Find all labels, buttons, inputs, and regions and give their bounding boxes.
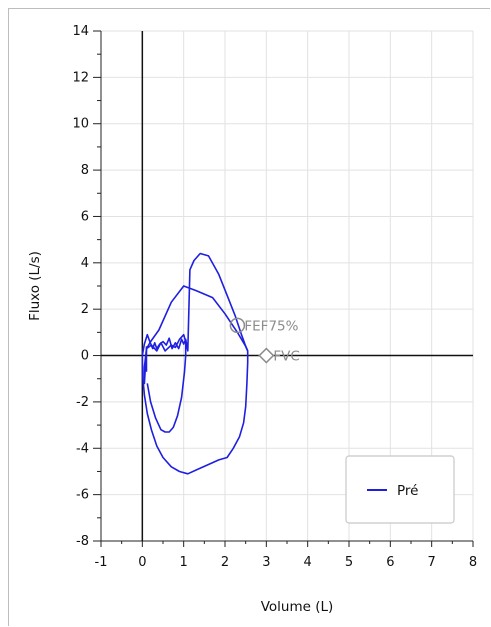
legend-box [345,455,455,524]
y-tick-label: 0 [81,349,89,364]
x-tick-label: 6 [386,555,394,570]
y-tick-label: 4 [81,256,89,271]
y-tick-label: -4 [76,441,89,456]
x-tick-label: 3 [262,555,270,570]
x-tick-label: 8 [469,555,477,570]
annotation-label: FVC [273,349,299,365]
y-tick-label: 8 [81,163,89,178]
series-line [141,252,249,475]
y-tick-label: -2 [76,395,89,410]
fvc-marker [258,347,275,364]
series-line-loop-2 [143,285,249,433]
y-tick-label: 6 [81,209,89,224]
annotation-label: FEF75% [244,318,298,334]
fef75-marker [229,317,246,334]
y-tick-label: 12 [72,70,89,85]
x-tick-label: 2 [221,555,229,570]
legend: Pré [345,455,455,524]
y-tick-label: -8 [76,534,89,549]
legend-label: Pré [397,483,418,499]
y-tick-label: 2 [81,302,89,317]
x-tick-label: 7 [428,555,436,570]
x-tick-label: 1 [180,555,188,570]
x-axis-label: Volume (L) [261,599,334,615]
x-tick-label: 0 [138,555,146,570]
y-axis-label: Fluxo (L/s) [27,251,43,321]
y-tick-label: 10 [72,117,89,132]
series [141,252,249,475]
x-tick-label: 5 [345,555,353,570]
x-tick-label: -1 [95,555,108,570]
x-tick-label: 4 [304,555,312,570]
y-tick-label: -6 [76,488,89,503]
annotations: FEF75% FVC [229,317,300,365]
y-tick-label: 14 [72,24,89,39]
